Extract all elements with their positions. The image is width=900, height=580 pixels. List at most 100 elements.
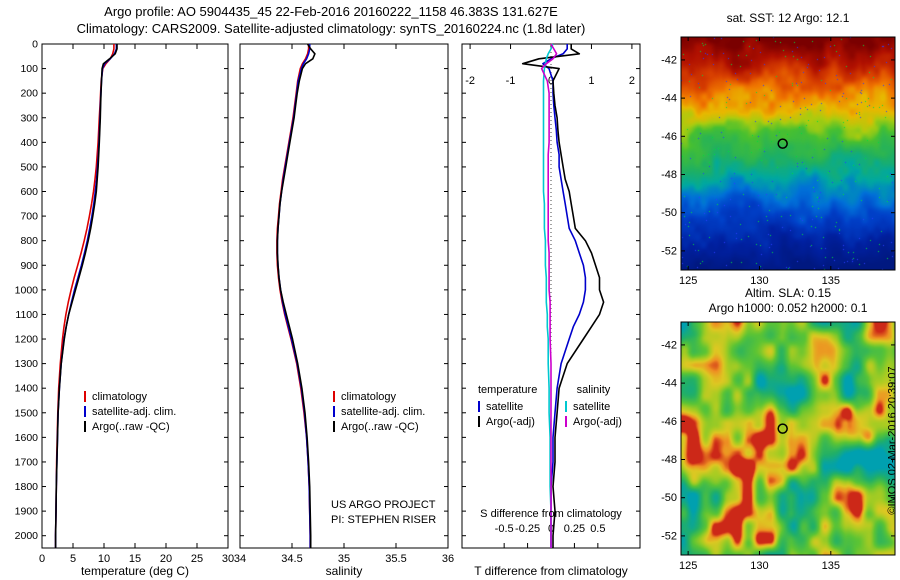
svg-text:400: 400 (20, 137, 38, 149)
svg-text:1500: 1500 (15, 407, 39, 419)
legend-row: Argo(-adj) (565, 414, 622, 429)
legend-row: Argo(..raw -QC) (84, 419, 176, 434)
satellite-adj-line-swatch (333, 406, 335, 417)
legend-row: climatology (84, 389, 176, 404)
s-satellite-label: satellite (573, 400, 611, 413)
svg-text:-44: -44 (661, 378, 677, 390)
s-satellite-line-swatch (565, 401, 567, 412)
svg-text:0.5: 0.5 (590, 523, 605, 535)
svg-text:1400: 1400 (15, 383, 39, 395)
svg-text:125: 125 (679, 560, 697, 572)
svg-text:-46: -46 (661, 416, 677, 428)
salinity-profile-series-satellite-adj. clim. (276, 44, 312, 548)
difference-from-climatology-series-S satellite (542, 43, 554, 548)
temperature-profile-series-climatology (54, 44, 115, 548)
svg-text:-50: -50 (661, 492, 677, 504)
svg-text:1300: 1300 (15, 358, 39, 370)
svg-text:1200: 1200 (15, 334, 39, 346)
climatology-label: climatology (341, 390, 397, 403)
temperature-profile-series-Argo(..raw -QC) (54, 44, 118, 548)
legend-row: satellite-adj. clim. (84, 404, 176, 419)
svg-text:1900: 1900 (15, 506, 39, 518)
satellite-adj-label: satellite-adj. clim. (341, 405, 426, 418)
t-argo-line-swatch (478, 416, 480, 427)
argo-raw-label: Argo(..raw -QC) (341, 420, 419, 433)
svg-text:700: 700 (20, 211, 38, 223)
legend-row: satellite (478, 399, 537, 414)
difference-from-climatology-series-S Argo(-adj) (540, 43, 558, 548)
svg-text:-52: -52 (661, 245, 677, 257)
imos-watermark: ©IMOS 02-Mar-2016 20:39:07 (886, 366, 899, 515)
t-satellite-line-swatch (478, 401, 480, 412)
legend-row: satellite (565, 399, 622, 414)
svg-text:-0.25: -0.25 (515, 523, 540, 535)
svg-text:1800: 1800 (15, 481, 39, 493)
svg-text:-0.5: -0.5 (495, 523, 514, 535)
temperature-xlabel: temperature (deg C) (80, 564, 190, 578)
climatology-line-swatch (333, 391, 335, 402)
salinity-diff-legend-title: salinity (576, 384, 611, 396)
svg-text:300: 300 (20, 112, 38, 124)
figure-title: Argo profile: AO 5904435_45 22-Feb-2016 … (104, 4, 558, 19)
t-satellite-label: satellite (486, 400, 524, 413)
svg-text:200: 200 (20, 88, 38, 100)
argo-raw-line-swatch (84, 421, 86, 432)
svg-text:-42: -42 (661, 54, 677, 66)
legend-row: satellite-adj. clim. (333, 404, 425, 419)
temperature-diff-legend-title: temperature (478, 384, 538, 396)
sla-map-subtitle: Argo h1000: 0.052 h2000: 0.1 (708, 301, 868, 315)
salinity-legend: climatology satellite-adj. clim. Argo(..… (333, 389, 425, 434)
svg-text:1100: 1100 (15, 309, 38, 321)
svg-text:-50: -50 (661, 207, 677, 219)
svg-text:-52: -52 (661, 530, 677, 542)
svg-text:100: 100 (20, 63, 38, 75)
argo-raw-line-swatch (333, 421, 335, 432)
legend-row: Argo(-adj) (478, 414, 537, 429)
climatology-line-swatch (84, 391, 86, 402)
climatology-label: climatology (92, 390, 148, 403)
salinity-profile-series-Argo(..raw -QC) (276, 43, 316, 548)
us-argo-project-note: US ARGO PROJECT (331, 499, 436, 511)
satellite-adj-label: satellite-adj. clim. (92, 405, 177, 418)
temperature-profile-series-satellite-adj. clim. (54, 44, 118, 548)
svg-text:-1: -1 (506, 75, 516, 87)
sla-map-title: Altim. SLA: 0.15 (744, 286, 832, 300)
t-difference-xlabel: T difference from climatology (474, 564, 628, 578)
svg-text:1700: 1700 (15, 456, 39, 468)
svg-text:1000: 1000 (15, 284, 39, 296)
svg-text:800: 800 (20, 235, 38, 247)
salinity-xlabel: salinity (325, 564, 363, 578)
svg-text:0.25: 0.25 (564, 523, 585, 535)
svg-text:600: 600 (20, 186, 38, 198)
s-argo-line-swatch (565, 416, 567, 427)
temperature-diff-legend: temperature satellite Argo(-adj) (478, 384, 537, 429)
svg-text:500: 500 (20, 161, 38, 173)
svg-text:2: 2 (629, 75, 635, 87)
svg-text:-48: -48 (661, 454, 677, 466)
svg-text:-46: -46 (661, 131, 677, 143)
svg-text:-48: -48 (661, 169, 677, 181)
svg-text:-42: -42 (661, 339, 677, 351)
svg-text:135: 135 (822, 560, 840, 572)
sst-map-title: sat. SST: 12 Argo: 12.1 (726, 11, 850, 25)
t-argo-label: Argo(-adj) (486, 415, 535, 428)
svg-text:1: 1 (588, 75, 594, 87)
figure-subtitle: Climatology: CARS2009. Satellite-adjuste… (76, 21, 586, 36)
svg-text:900: 900 (20, 260, 38, 272)
sla-map-image (681, 322, 895, 555)
svg-text:0: 0 (548, 75, 554, 87)
pi-note: PI: STEPHEN RISER (331, 514, 437, 526)
difference-from-climatology-series-T satellite (542, 44, 587, 548)
svg-text:2000: 2000 (15, 530, 39, 542)
s-argo-label: Argo(-adj) (573, 415, 622, 428)
svg-text:0: 0 (548, 523, 554, 535)
svg-text:130: 130 (750, 560, 768, 572)
svg-text:0: 0 (32, 39, 38, 51)
sst-map-image (681, 37, 895, 270)
svg-text:-44: -44 (661, 93, 677, 105)
argo-raw-label: Argo(..raw -QC) (92, 420, 170, 433)
svg-text:1600: 1600 (15, 432, 39, 444)
difference-from-climatology-series-T Argo(-adj) (521, 44, 605, 548)
svg-text:-2: -2 (465, 75, 475, 87)
